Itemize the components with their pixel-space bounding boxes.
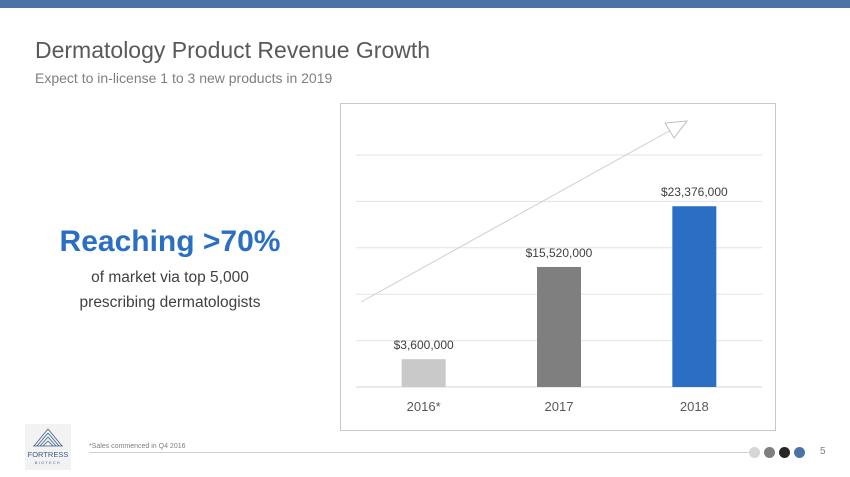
data-label: $23,376,000: [661, 185, 728, 199]
logo-subtext: BIOTECH: [35, 461, 61, 465]
logo-wordmark: FORTRESS: [28, 450, 69, 459]
chart-bars: [401, 206, 717, 387]
footer-dots: [749, 447, 805, 458]
footer-divider: [89, 452, 749, 453]
callout-line-2: prescribing dermatologists: [79, 294, 261, 311]
data-label: $3,600,000: [394, 338, 454, 352]
chart-labels: $3,600,000 2016* $15,520,000 2017 $23,376,00…: [394, 185, 728, 414]
category-label: 2016*: [407, 399, 441, 414]
page-number: 5: [820, 446, 826, 457]
category-label: 2018: [680, 399, 709, 414]
top-accent-bar: [0, 0, 850, 8]
callout-line-1: of market via top 5,000: [91, 269, 249, 286]
bar-2017: [537, 266, 581, 387]
trend-arrow-shaft: [360, 129, 672, 303]
footnote: *Sales commenced in Q4 2016: [89, 443, 186, 450]
revenue-chart: $3,600,000 2016* $15,520,000 2017 $23,376,00…: [340, 103, 776, 431]
bar-2016: [401, 359, 446, 387]
revenue-chart-svg: $3,600,000 2016* $15,520,000 2017 $23,376,00…: [356, 120, 762, 414]
callout-headline: Reaching >70%: [59, 225, 281, 258]
footer-dot-4: [794, 447, 805, 458]
page-subtitle: Expect to in-license 1 to 3 new products…: [35, 70, 333, 86]
market-callout: Reaching >70% of market via top 5,000 pr…: [20, 225, 320, 315]
footer-dot-2: [764, 447, 775, 458]
trend-arrow: [360, 120, 689, 303]
category-label: 2017: [545, 399, 574, 414]
fortress-logo: FORTRESS BIOTECH: [25, 424, 71, 470]
data-label: $15,520,000: [526, 246, 593, 260]
trend-arrow-head: [664, 120, 689, 139]
footer-dot-3: [779, 447, 790, 458]
footer-dot-1: [749, 447, 760, 458]
page-title: Dermatology Product Revenue Growth: [35, 37, 431, 63]
bar-2018: [672, 206, 717, 387]
